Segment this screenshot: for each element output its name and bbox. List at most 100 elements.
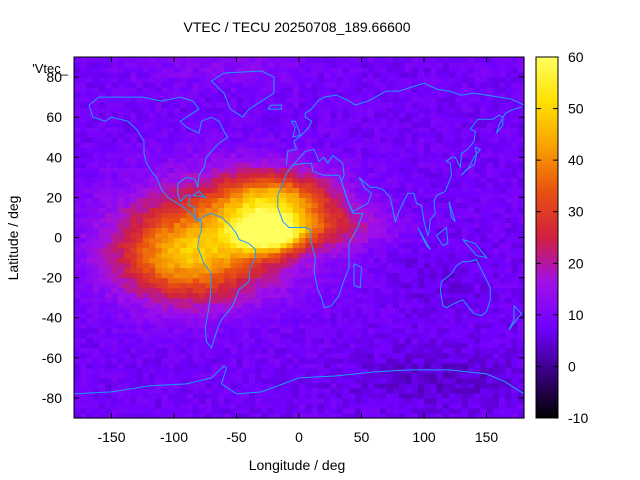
heatmap-cell (130, 367, 138, 374)
heatmap-cell (174, 247, 181, 254)
heatmap-cell (242, 122, 250, 128)
heatmap-cell (336, 347, 344, 354)
heatmap-cell (355, 362, 363, 369)
heatmap-cell (261, 347, 269, 354)
heatmap-cell (217, 142, 225, 148)
heatmap-cell (336, 317, 344, 324)
heatmap-cell (455, 157, 463, 163)
heatmap-cell (317, 387, 325, 394)
heatmap-cell (367, 342, 375, 349)
heatmap-cell (155, 282, 163, 289)
heatmap-cell (505, 412, 513, 419)
heatmap-cell (299, 137, 306, 143)
heatmap-cell (467, 102, 475, 108)
heatmap-cell (361, 92, 369, 98)
heatmap-cell (355, 252, 363, 259)
heatmap-cell (442, 367, 450, 374)
heatmap-cell (111, 142, 119, 148)
heatmap-cell (161, 72, 169, 78)
heatmap-cell (155, 192, 163, 198)
heatmap-cell (130, 287, 138, 294)
heatmap-cell (355, 102, 363, 108)
heatmap-cell (124, 372, 131, 379)
heatmap-cell (392, 282, 400, 289)
heatmap-cell (417, 217, 425, 224)
heatmap-cell (480, 277, 488, 284)
heatmap-cell (136, 287, 144, 294)
heatmap-cell (317, 127, 325, 133)
heatmap-cell (130, 402, 138, 409)
heatmap-cell (117, 232, 125, 239)
heatmap-cell (324, 162, 331, 168)
heatmap-cell (455, 387, 463, 394)
heatmap-cell (361, 277, 369, 284)
chart-title: VTEC / TECU 20250708_189.66600 (183, 19, 410, 35)
heatmap-cell (455, 397, 463, 404)
heatmap-cell (274, 162, 281, 168)
heatmap-cell (392, 342, 400, 349)
heatmap-cell (274, 282, 281, 289)
heatmap-cell (380, 367, 388, 374)
heatmap-cell (117, 267, 125, 274)
heatmap-cell (205, 162, 213, 168)
heatmap-cell (236, 117, 244, 123)
heatmap-cell (180, 202, 188, 209)
heatmap-cell (486, 242, 494, 249)
heatmap-cell (317, 352, 325, 359)
heatmap-cell (380, 157, 388, 163)
heatmap-cell (430, 327, 438, 334)
heatmap-cell (86, 407, 94, 414)
heatmap-cell (186, 247, 194, 254)
heatmap-cell (117, 292, 125, 299)
heatmap-cell (380, 377, 388, 384)
heatmap-cell (355, 272, 363, 279)
heatmap-cell (386, 117, 394, 123)
heatmap-cell (249, 192, 256, 198)
heatmap-cell (136, 97, 144, 103)
heatmap-cell (205, 177, 213, 183)
heatmap-cell (192, 272, 200, 279)
heatmap-cell (305, 82, 313, 88)
heatmap-cell (180, 127, 188, 133)
heatmap-cell (111, 342, 119, 349)
heatmap-cell (280, 237, 288, 244)
heatmap-cell (124, 342, 131, 349)
heatmap-cell (399, 107, 406, 113)
heatmap-cell (461, 377, 469, 384)
heatmap-cell (517, 217, 525, 224)
heatmap-cell (130, 77, 138, 83)
heatmap-cell (224, 412, 231, 419)
heatmap-cell (367, 137, 375, 143)
heatmap-cell (361, 407, 369, 414)
heatmap-cell (374, 317, 381, 324)
heatmap-cell (167, 102, 175, 108)
heatmap-cell (199, 387, 206, 394)
heatmap-cell (92, 187, 100, 193)
heatmap-cell (517, 262, 525, 269)
heatmap-cell (505, 382, 513, 389)
heatmap-cell (117, 157, 125, 163)
heatmap-cell (161, 347, 169, 354)
heatmap-cell (86, 347, 94, 354)
heatmap-cell (330, 247, 338, 254)
heatmap-cell (224, 142, 231, 148)
heatmap-cell (99, 282, 106, 289)
heatmap-cell (142, 292, 150, 299)
heatmap-cell (442, 412, 450, 419)
heatmap-cell (292, 337, 300, 344)
heatmap-cell (86, 267, 94, 274)
heatmap-cell (311, 292, 319, 299)
heatmap-cell (99, 252, 106, 259)
heatmap-cell (342, 302, 350, 309)
heatmap-cell (99, 162, 106, 168)
heatmap-cell (105, 337, 113, 344)
heatmap-cell (111, 252, 119, 259)
heatmap-cell (80, 292, 88, 299)
heatmap-cell (99, 107, 106, 113)
heatmap-cell (74, 297, 81, 304)
heatmap-cell (424, 337, 431, 344)
heatmap-cell (492, 77, 500, 83)
heatmap-cell (342, 217, 350, 224)
heatmap-cell (405, 267, 413, 274)
heatmap-cell (174, 292, 181, 299)
